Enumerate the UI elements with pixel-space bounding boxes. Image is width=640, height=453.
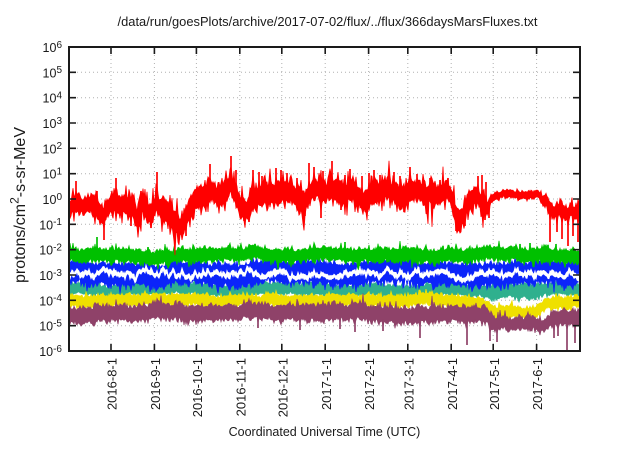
svg-text:2016-11-1: 2016-11-1 [233,358,248,416]
svg-text:2017-6-1: 2017-6-1 [530,358,545,410]
svg-text:protons/cm2-s-sr-MeV: protons/cm2-s-sr-MeV [8,127,30,283]
svg-text:2017-1-1: 2017-1-1 [319,358,334,410]
svg-text:2017-4-1: 2017-4-1 [445,358,460,410]
svg-text:2016-10-1: 2016-10-1 [190,358,205,417]
svg-text:2017-5-1: 2017-5-1 [487,358,502,410]
svg-text:2016-9-1: 2016-9-1 [148,358,163,410]
svg-text:2017-3-1: 2017-3-1 [401,358,416,410]
svg-text:Coordinated Universal Time (UT: Coordinated Universal Time (UTC) [229,425,421,439]
svg-text:2016-8-1: 2016-8-1 [105,358,120,410]
svg-text:2016-12-1: 2016-12-1 [275,358,290,417]
svg-text:2017-2-1: 2017-2-1 [362,358,377,410]
svg-text:/data/run/goesPlots/archive/20: /data/run/goesPlots/archive/2017-07-02/f… [118,14,538,29]
